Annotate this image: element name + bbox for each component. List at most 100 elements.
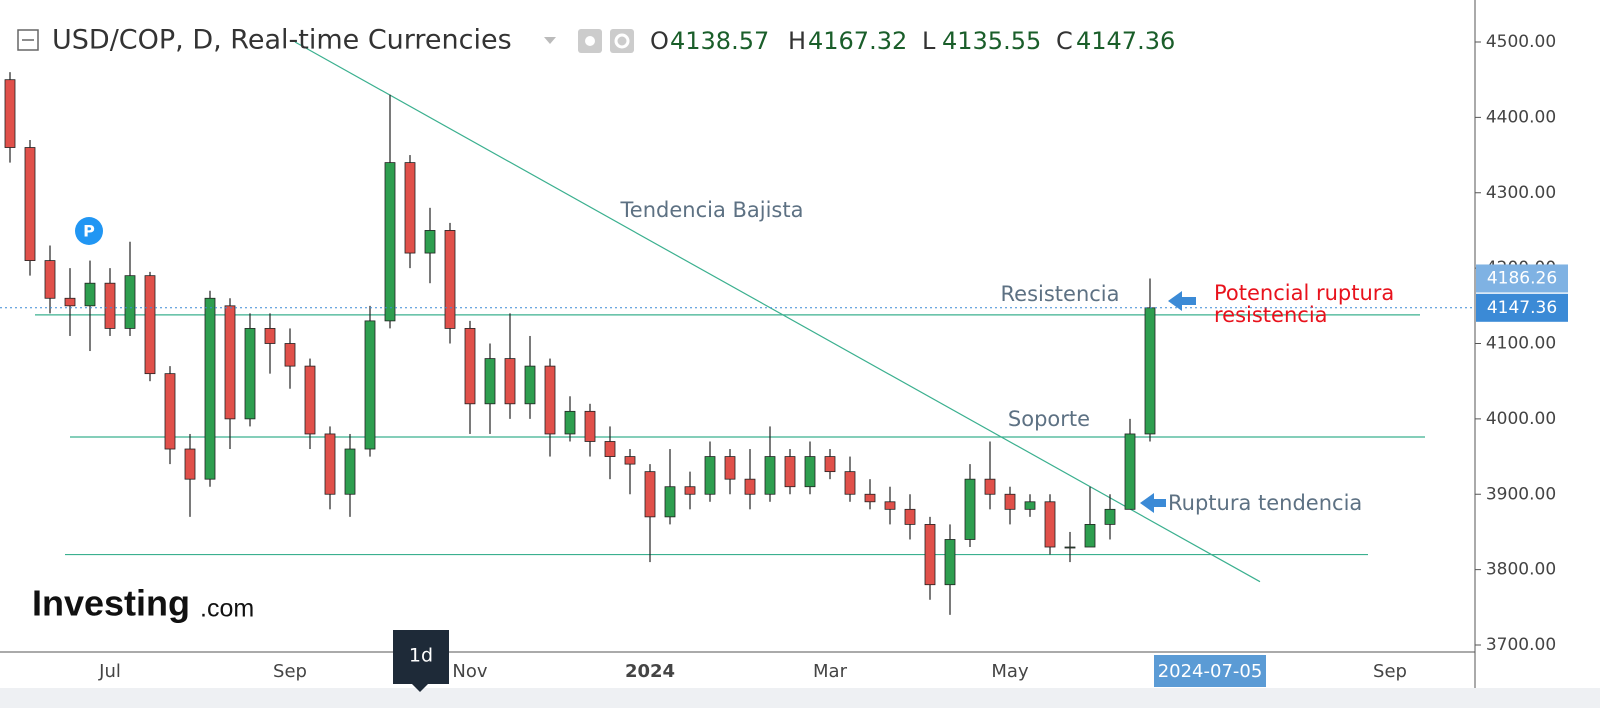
candle-body (544, 365, 556, 435)
candle-body (1144, 307, 1156, 435)
candle-body (664, 486, 676, 518)
candle-body (164, 373, 176, 450)
price-marker (1476, 264, 1568, 293)
ohlc-value: 4135.55 (942, 27, 1041, 55)
y-tick-label: 4400.00 (1486, 107, 1556, 127)
support-label: Soporte (1008, 407, 1090, 431)
candle-body (1084, 524, 1096, 548)
candle-body (804, 456, 816, 488)
candle-body (444, 230, 456, 329)
logo-name: Investing (32, 583, 190, 624)
candle-body (84, 282, 96, 307)
candle-body (404, 162, 416, 254)
ohlc-value: 4167.32 (808, 27, 907, 55)
candle-body (384, 162, 396, 322)
candle-body (204, 297, 216, 480)
candle-body (764, 456, 776, 495)
candle-body (1024, 501, 1036, 510)
arrow-icon (1168, 291, 1196, 311)
resistance-label: Resistencia (1001, 282, 1120, 306)
x-tick-highlight (1154, 655, 1266, 687)
candle-body (64, 297, 76, 307)
candle-body (744, 478, 756, 495)
x-tick-label: Sep (273, 661, 307, 682)
x-tick-label: 2024 (625, 661, 675, 682)
candle-body (324, 433, 336, 495)
symbol-dropdown[interactable] (544, 37, 556, 44)
x-tick-label: May (991, 661, 1029, 682)
candle-body (504, 358, 516, 405)
candle-body (724, 456, 736, 480)
eye-icon (585, 36, 595, 46)
candle-body (624, 456, 636, 465)
x-tick-label: 2024-07-05 (1158, 661, 1263, 682)
y-tick-label: 3700.00 (1486, 635, 1556, 655)
y-tick-label: 4500.00 (1486, 32, 1556, 52)
candle-body (824, 456, 836, 473)
arrow-icon (1140, 493, 1166, 513)
potential-break-label: resistencia (1214, 303, 1328, 327)
candle-body (184, 448, 196, 480)
y-tick-label: 4300.00 (1486, 183, 1556, 203)
price-marker-label: 4186.26 (1487, 268, 1557, 288)
candle-body (344, 448, 356, 495)
interval-badge[interactable] (393, 630, 449, 684)
ohlc-key: O (650, 27, 669, 55)
candle-body (124, 275, 136, 329)
candle-body (1044, 501, 1056, 548)
candle-body (284, 343, 296, 367)
candle-body (684, 486, 696, 495)
candle-body (904, 508, 916, 525)
settings-button[interactable] (610, 29, 634, 53)
ohlc-value: 4147.36 (1076, 27, 1175, 55)
candle-body (644, 471, 656, 518)
event-marker[interactable] (75, 217, 103, 245)
candle-body (564, 410, 576, 435)
y-tick-label: 4000.00 (1486, 409, 1556, 429)
logo-suffix: .com (200, 595, 254, 623)
candle-body (264, 328, 276, 344)
scrollbar-track (0, 688, 1600, 708)
y-tick-label: 3900.00 (1486, 484, 1556, 504)
candle-body (924, 524, 936, 586)
candle-body (1064, 546, 1076, 549)
candle-body (1104, 508, 1116, 525)
price-marker (1476, 293, 1568, 322)
trend-label: Tendencia Bajista (620, 198, 804, 222)
potential-break-label: Potencial ruptura (1214, 281, 1394, 305)
annotation-line (294, 41, 1261, 583)
breakout-label: Ruptura tendencia (1168, 491, 1362, 515)
candle-body (224, 305, 236, 420)
candle-body (464, 328, 476, 405)
candle-body (1124, 433, 1136, 510)
candle-body (704, 456, 716, 495)
gear-icon (614, 33, 630, 49)
y-tick-label: 4100.00 (1486, 334, 1556, 354)
candle-body (44, 260, 56, 299)
event-marker-label: P (83, 222, 95, 241)
x-tick-label: Jul (98, 661, 121, 682)
candle-body (304, 365, 316, 435)
candle-body (984, 478, 996, 495)
price-marker-label: 4147.36 (1487, 298, 1557, 318)
plot-area (4, 41, 1425, 615)
symbol-title: USD/COP, D, Real-time Currencies (52, 25, 512, 56)
ohlc-key: L (922, 27, 936, 55)
candle-body (944, 539, 956, 586)
candle-body (964, 478, 976, 540)
ohlc-legend: O 4138.57 H 4167.32 L 4135.55 C 4147.36 (650, 27, 1175, 55)
ohlc-key: C (1056, 27, 1073, 55)
candle-body (144, 275, 156, 375)
candle-body (364, 320, 376, 450)
candle-body (24, 147, 36, 261)
candle-body (424, 230, 436, 254)
candle-body (1004, 493, 1016, 510)
candle-body (584, 410, 596, 442)
y-tick-label: 3800.00 (1486, 560, 1556, 580)
candle-body (884, 501, 896, 510)
candle-body (604, 441, 616, 457)
x-tick-label: Nov (452, 661, 487, 682)
interval-pointer (412, 684, 428, 692)
